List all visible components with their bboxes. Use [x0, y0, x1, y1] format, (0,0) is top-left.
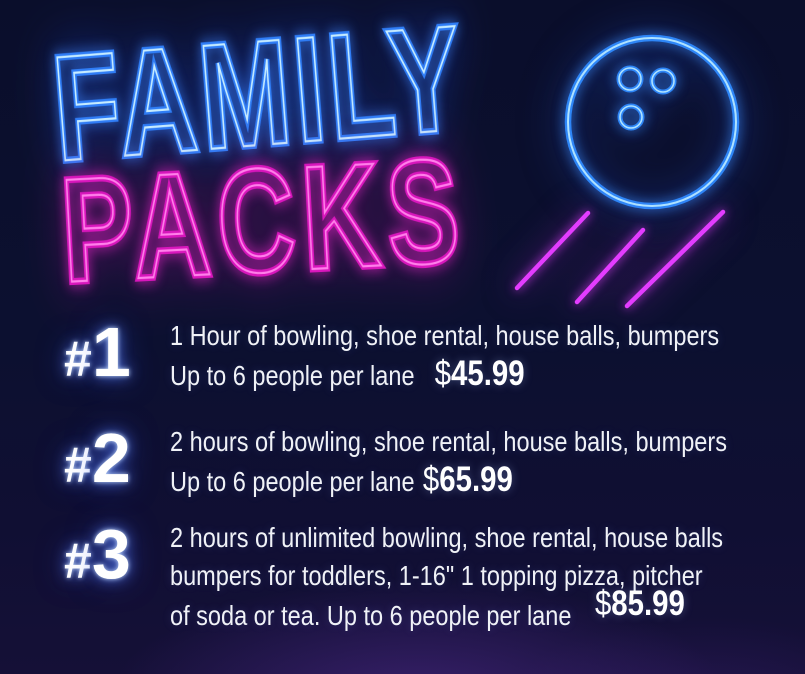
pack-2-digit: 2	[91, 419, 131, 497]
pack-3-digit: 3	[91, 515, 131, 593]
pack-3-price: $85.99	[595, 585, 685, 623]
pack-1-number: #1	[60, 317, 170, 387]
pack-3-line-1: 2 hours of unlimited bowling, shoe renta…	[170, 522, 724, 553]
pack-2-hash: #	[64, 437, 92, 493]
pack-3-currency: $	[594, 584, 612, 623]
pack-2-line-2: Up to 6 people per lane $65.99	[170, 461, 727, 499]
pack-1-line-1: 1 Hour of bowling, shoe rental, house ba…	[170, 320, 720, 351]
pack-3-line-3-text: of soda or tea. Up to 6 people per lane	[170, 600, 572, 631]
pack-3-line-2: bumpers for toddlers, 1-16" 1 topping pi…	[170, 560, 703, 591]
pack-1-currency: $	[434, 354, 452, 393]
pack-item-2: #2 2 hours of bowling, shoe rental, hous…	[60, 423, 805, 499]
pack-1-hash: #	[64, 331, 92, 387]
pack-1-line-2-text: Up to 6 people per lane	[170, 360, 415, 391]
pack-3-amount: 85.99	[611, 584, 685, 623]
title-packs-core: PACKS	[57, 127, 472, 315]
title-packs: PACKS PACKS	[55, 125, 474, 317]
pack-2-price: $65.99	[423, 461, 513, 499]
pack-3-line-3: of soda or tea. Up to 6 people per lane $…	[170, 585, 723, 633]
pack-2-line-2-text: Up to 6 people per lane	[170, 466, 415, 497]
pack-2-currency: $	[422, 460, 440, 499]
pack-3-hash: #	[64, 533, 92, 589]
pack-1-line-2: Up to 6 people per lane $45.99	[170, 355, 719, 393]
pack-item-3: #3 2 hours of unlimited bowling, shoe re…	[60, 519, 805, 633]
pack-2-amount: 65.99	[439, 460, 513, 499]
bowling-ball-icon	[564, 34, 740, 210]
pack-2-number: #2	[60, 423, 170, 493]
pack-3-description: 2 hours of unlimited bowling, shoe renta…	[170, 519, 723, 633]
pack-item-1: #1 1 Hour of bowling, shoe rental, house…	[60, 317, 805, 393]
pack-1-description: 1 Hour of bowling, shoe rental, house ba…	[170, 317, 719, 393]
pack-2-description: 2 hours of bowling, shoe rental, house b…	[170, 423, 727, 499]
pack-3-number: #3	[60, 519, 170, 589]
pack-1-amount: 45.99	[451, 354, 525, 393]
pack-1-price: $45.99	[435, 355, 525, 393]
pack-2-line-1: 2 hours of bowling, shoe rental, house b…	[170, 426, 727, 457]
motion-lines-icon	[514, 209, 726, 309]
pack-1-digit: 1	[91, 313, 131, 391]
